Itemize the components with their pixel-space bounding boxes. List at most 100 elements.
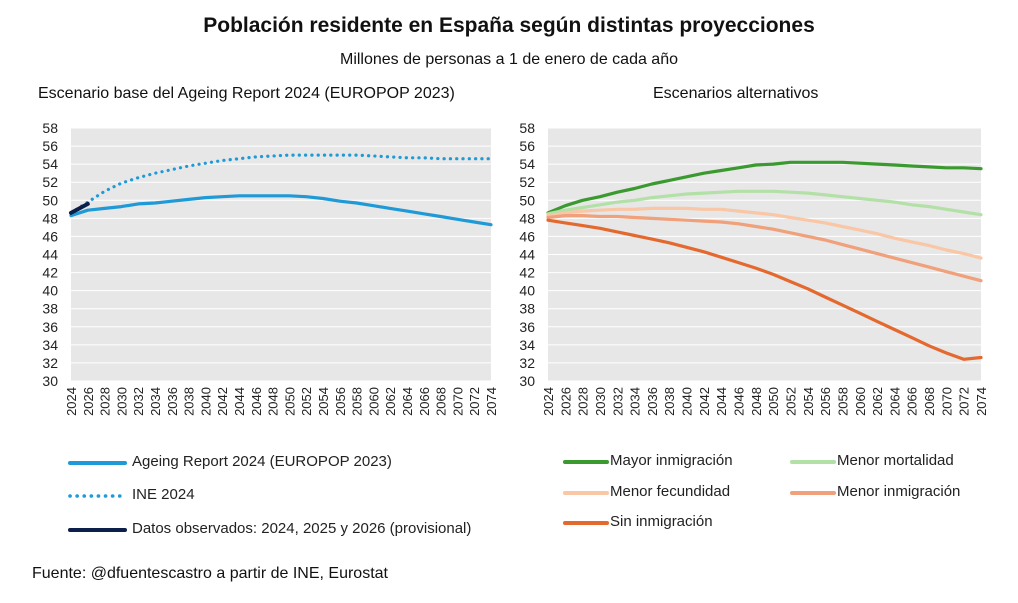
legend-label: Menor mortalidad — [837, 452, 954, 469]
y-tick-label: 46 — [42, 228, 58, 244]
y-tick-label: 54 — [42, 156, 58, 172]
y-tick-label: 38 — [519, 301, 535, 317]
x-tick-label: 2044 — [232, 387, 247, 416]
y-tick-label: 32 — [519, 355, 535, 371]
x-tick-label: 2052 — [783, 387, 798, 416]
x-tick-label: 2036 — [165, 387, 180, 416]
x-tick-label: 2038 — [182, 387, 197, 416]
x-tick-label: 2062 — [383, 387, 398, 416]
y-tick-label: 58 — [42, 120, 58, 136]
series-line-0-0 — [69, 194, 493, 227]
y-tick-label: 52 — [42, 174, 58, 190]
x-tick-label: 2048 — [749, 387, 764, 416]
y-tick-label: 54 — [519, 156, 535, 172]
x-tick-label: 2050 — [766, 387, 781, 416]
x-tick-label: 2038 — [662, 387, 677, 416]
x-tick-label: 2032 — [131, 387, 146, 416]
legend-label: Menor inmigración — [837, 483, 961, 500]
x-tick-label: 2044 — [714, 387, 729, 416]
x-tick-label: 2028 — [576, 387, 591, 416]
x-tick-label: 2054 — [316, 387, 331, 416]
x-tick-label: 2054 — [801, 387, 816, 416]
series-line-1-3 — [546, 214, 983, 283]
x-tick-label: 2064 — [400, 387, 415, 416]
x-tick-label: 2046 — [732, 387, 747, 416]
legend-label: Sin inmigración — [610, 513, 713, 530]
y-tick-label: 50 — [42, 192, 58, 208]
y-tick-label: 58 — [519, 120, 535, 136]
x-tick-label: 2068 — [922, 387, 937, 416]
y-tick-label: 36 — [519, 319, 535, 335]
x-tick-label: 2074 — [484, 387, 499, 416]
y-tick-label: 42 — [519, 265, 535, 281]
legend-label: Menor fecundidad — [610, 483, 731, 500]
x-tick-label: 2060 — [853, 387, 868, 416]
x-tick-label: 2064 — [887, 387, 902, 416]
x-tick-label: 2030 — [114, 387, 129, 416]
x-tick-label: 2028 — [98, 387, 113, 416]
x-tick-label: 2040 — [198, 387, 213, 416]
x-tick-label: 2034 — [148, 387, 163, 416]
legend-label: INE 2024 — [132, 486, 195, 503]
y-tick-label: 52 — [519, 174, 535, 190]
chart-subtitle: Millones de personas a 1 de enero de cad… — [339, 51, 678, 68]
x-tick-label: 2050 — [282, 387, 297, 416]
y-tick-label: 34 — [519, 337, 535, 353]
x-tick-label: 2024 — [541, 387, 556, 416]
x-tick-label: 2024 — [64, 387, 79, 416]
y-tick-label: 56 — [519, 138, 535, 154]
x-tick-label: 2072 — [957, 387, 972, 416]
x-tick-label: 2058 — [350, 387, 365, 416]
legend-label: Ageing Report 2024 (EUROPOP 2023) — [132, 453, 392, 470]
series-line-1-2 — [546, 206, 983, 260]
x-tick-label: 2026 — [558, 387, 573, 416]
y-tick-label: 34 — [42, 337, 58, 353]
x-tick-label: 2056 — [818, 387, 833, 416]
y-tick-label: 40 — [519, 283, 535, 299]
x-tick-label: 2060 — [366, 387, 381, 416]
series-line-0-1 — [69, 153, 493, 215]
x-tick-label: 2032 — [610, 387, 625, 416]
chart-title: Población residente en España según dist… — [203, 14, 815, 37]
x-tick-label: 2046 — [249, 387, 264, 416]
y-tick-label: 32 — [42, 355, 58, 371]
y-tick-label: 50 — [519, 192, 535, 208]
x-tick-label: 2072 — [467, 387, 482, 416]
series-line-1-0 — [546, 160, 983, 215]
x-tick-label: 2052 — [299, 387, 314, 416]
x-tick-label: 2042 — [215, 387, 230, 416]
legend-label: Datos observados: 2024, 2025 y 2026 (pro… — [132, 520, 472, 537]
y-tick-label: 30 — [519, 373, 535, 389]
y-tick-label: 48 — [519, 210, 535, 226]
series-line-1-1 — [546, 189, 983, 217]
x-tick-label: 2030 — [593, 387, 608, 416]
x-tick-label: 2056 — [333, 387, 348, 416]
x-tick-label: 2068 — [434, 387, 449, 416]
y-tick-label: 48 — [42, 210, 58, 226]
x-tick-label: 2070 — [450, 387, 465, 416]
series-line-0-2 — [69, 201, 90, 215]
x-tick-label: 2062 — [870, 387, 885, 416]
x-tick-label: 2042 — [697, 387, 712, 416]
y-tick-label: 46 — [519, 228, 535, 244]
x-tick-label: 2058 — [835, 387, 850, 416]
x-tick-label: 2040 — [680, 387, 695, 416]
y-tick-label: 40 — [42, 283, 58, 299]
legend-label: Mayor inmigración — [610, 452, 733, 469]
x-tick-label: 2034 — [628, 387, 643, 416]
left-panel-title: Escenario base del Ageing Report 2024 (E… — [38, 85, 455, 102]
x-tick-label: 2074 — [974, 387, 989, 416]
x-tick-label: 2066 — [417, 387, 432, 416]
y-tick-label: 38 — [42, 301, 58, 317]
y-tick-label: 44 — [42, 247, 58, 263]
x-tick-label: 2026 — [81, 387, 96, 416]
y-tick-label: 44 — [519, 247, 535, 263]
y-tick-label: 56 — [42, 138, 58, 154]
series-line-1-4 — [546, 218, 983, 361]
x-tick-label: 2070 — [939, 387, 954, 416]
y-tick-label: 36 — [42, 319, 58, 335]
y-tick-label: 42 — [42, 265, 58, 281]
y-tick-label: 30 — [42, 373, 58, 389]
